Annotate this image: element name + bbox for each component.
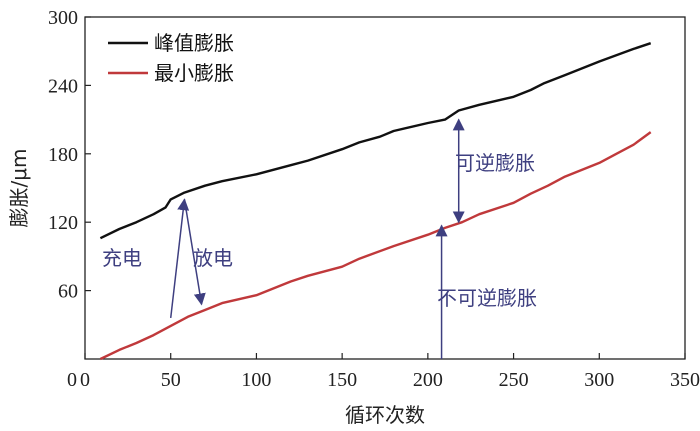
plot-frame [84,16,686,360]
y-axis-title: 膨胀/μm [7,149,31,228]
y-tick-label: 180 [48,144,78,166]
x-tick-label: 100 [241,369,271,391]
annotation-reversible-label: 可逆膨胀 [455,151,535,175]
y-tick-label: 300 [48,7,78,29]
annotation-discharge-label: 放电 [193,246,233,270]
x-axis-title: 循环次数 [345,403,425,427]
x-tick-label: 50 [161,369,181,391]
y-tick-label: 60 [58,281,78,303]
annotation-irreversible-label: 不可逆膨胀 [437,286,537,310]
annotation-charge-arrow [169,198,190,319]
y-tick-label: 120 [48,212,78,234]
x-axis: 0 50 100 150 200 250 300 350 [80,353,700,391]
y-tick-label: 0 [67,369,77,391]
y-tick-label: 240 [48,75,78,97]
annotation-discharge-arrow [183,199,206,306]
x-tick-label: 200 [413,369,443,391]
x-tick-label: 0 [80,369,90,391]
legend-label-peak: 峰值膨胀 [154,31,234,55]
legend: 峰值膨胀 最小膨胀 [108,31,234,85]
x-tick-label: 250 [499,369,529,391]
annotation-charge-label: 充电 [102,246,142,270]
series-line-min [99,131,652,361]
x-tick-label: 350 [670,369,700,391]
y-axis: 60 120 180 240 300 0 [48,7,91,391]
x-tick-label: 300 [584,369,614,391]
x-tick-label: 150 [327,369,357,391]
series-layer [99,42,652,361]
legend-label-min: 最小膨胀 [154,61,234,85]
series-line-peak [99,42,652,240]
